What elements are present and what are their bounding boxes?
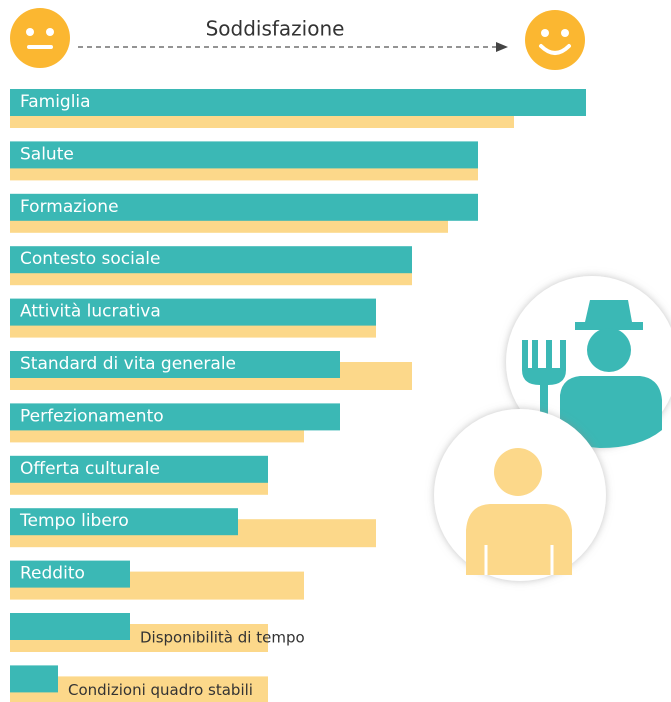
- category-label: Perfezionamento: [20, 406, 164, 426]
- person-icon: [434, 409, 606, 581]
- category-label: Disponibilità di tempo: [140, 629, 305, 647]
- chart-title: Soddisfazione: [206, 17, 345, 41]
- bar: [10, 141, 478, 169]
- category-label: Formazione: [20, 197, 119, 217]
- bar: [10, 351, 340, 378]
- bars: Famiglia Salute Formazione Contesto sociale…: [10, 89, 586, 702]
- category-label: Attività lucrativa: [20, 302, 161, 322]
- bar: [10, 508, 238, 536]
- category-label: Reddito: [20, 564, 85, 584]
- bar: [10, 403, 340, 431]
- farmer-icon: [506, 276, 671, 448]
- bar: [10, 298, 376, 326]
- category-label: Tempo libero: [19, 511, 129, 531]
- bar: [10, 455, 268, 483]
- bar: [10, 613, 130, 640]
- bar: [10, 89, 586, 116]
- category-label: Condizioni quadro stabili: [68, 681, 253, 699]
- neutral-face: [10, 8, 70, 68]
- bar: [10, 560, 130, 588]
- arrow-head: [496, 42, 508, 52]
- category-label: Salute: [20, 144, 74, 164]
- category-label: Famiglia: [20, 92, 91, 112]
- bar: [10, 193, 478, 221]
- bar: [10, 665, 58, 693]
- category-label: Offerta culturale: [20, 459, 160, 479]
- bar: [10, 246, 412, 274]
- category-label: Standard di vita generale: [20, 354, 236, 374]
- category-label: Contesto sociale: [20, 249, 160, 269]
- happy-face: [525, 10, 585, 70]
